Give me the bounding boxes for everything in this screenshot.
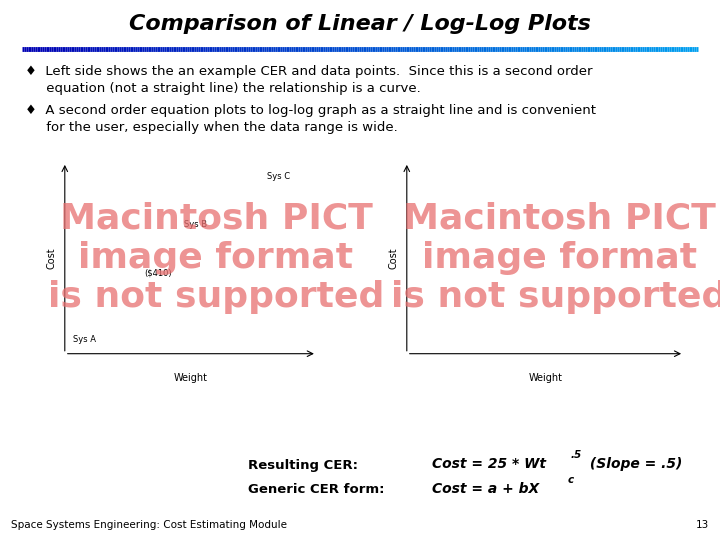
Text: Cost = 25 * Wt: Cost = 25 * Wt (432, 457, 546, 471)
Text: Cost: Cost (389, 247, 399, 269)
Text: for the user, especially when the data range is wide.: for the user, especially when the data r… (25, 121, 398, 134)
Text: Macintosh PICT
image format
is not supported: Macintosh PICT image format is not suppo… (391, 201, 720, 314)
Text: Sys B: Sys B (184, 220, 207, 229)
Text: .5: .5 (571, 450, 582, 460)
Text: Weight: Weight (174, 373, 208, 383)
Text: Weight: Weight (528, 373, 562, 383)
Text: c: c (568, 475, 575, 485)
Text: ($410): ($410) (144, 268, 172, 277)
Text: Sys C: Sys C (267, 172, 291, 181)
Text: Macintosh PICT
image format
is not supported: Macintosh PICT image format is not suppo… (48, 201, 384, 314)
Text: Resulting CER:: Resulting CER: (248, 459, 359, 472)
Text: Cost = a + bX: Cost = a + bX (432, 482, 539, 496)
Text: equation (not a straight line) the relationship is a curve.: equation (not a straight line) the relat… (25, 82, 421, 95)
Text: ♦  A second order equation plots to log-log graph as a straight line and is conv: ♦ A second order equation plots to log-l… (25, 104, 596, 117)
Text: Generic CER form:: Generic CER form: (248, 483, 385, 496)
Text: Cost: Cost (47, 247, 57, 269)
Text: Space Systems Engineering: Cost Estimating Module: Space Systems Engineering: Cost Estimati… (11, 520, 287, 530)
Text: (Slope = .5): (Slope = .5) (585, 457, 682, 471)
Text: Sys A: Sys A (73, 335, 96, 344)
Text: ♦  Left side shows the an example CER and data points.  Since this is a second o: ♦ Left side shows the an example CER and… (25, 65, 593, 78)
Text: Comparison of Linear / Log-Log Plots: Comparison of Linear / Log-Log Plots (129, 14, 591, 33)
Text: 13: 13 (696, 520, 709, 530)
